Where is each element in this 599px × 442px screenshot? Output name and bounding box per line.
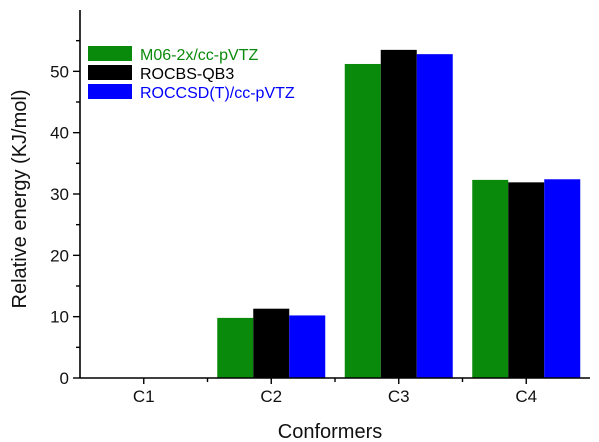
x-tick-label-c3: C3 (388, 387, 410, 406)
bar-c2-series-1 (217, 317, 254, 378)
bars-group (217, 49, 581, 379)
x-tick-label-c2: C2 (260, 387, 282, 406)
legend-swatch-1 (88, 46, 132, 61)
y-tick-label-40: 40 (50, 124, 69, 143)
legend-label-1: M06-2x/cc-pVTZ (140, 47, 258, 64)
legend-swatch-3 (88, 84, 132, 99)
y-axis-title: Relative energy (KJ/mol) (9, 90, 31, 309)
y-tick-label-20: 20 (50, 246, 69, 265)
bar-c2-series-2 (253, 308, 290, 378)
y-tick-label-10: 10 (50, 308, 69, 327)
legend-label-3: ROCCSD(T)/cc-pVTZ (140, 85, 295, 102)
bar-c3-series-2 (380, 49, 417, 378)
y-tick-label-0: 0 (60, 369, 69, 388)
bar-c4-series-1 (472, 179, 509, 378)
bar-c4-series-3 (544, 179, 581, 378)
legend-swatch-2 (88, 65, 132, 80)
bar-c4-series-2 (508, 182, 545, 378)
bar-c3-series-1 (344, 63, 381, 379)
x-tick-label-c4: C4 (515, 387, 537, 406)
bar-c3-series-3 (416, 54, 453, 378)
axes-group: 0 10 20 30 40 50 C1 C2 C3 C4 (50, 10, 590, 406)
y-tick-label-30: 30 (50, 185, 69, 204)
x-tick-label-c1: C1 (133, 387, 155, 406)
bar-c2-series-3 (289, 315, 326, 378)
x-axis-title: Conformers (278, 421, 382, 442)
legend-label-2: ROCBS-QB3 (140, 66, 234, 83)
y-tick-label-50: 50 (50, 62, 69, 81)
legend: M06-2x/cc-pVTZ ROCBS-QB3 ROCCSD(T)/cc-pVTZ (88, 46, 295, 102)
